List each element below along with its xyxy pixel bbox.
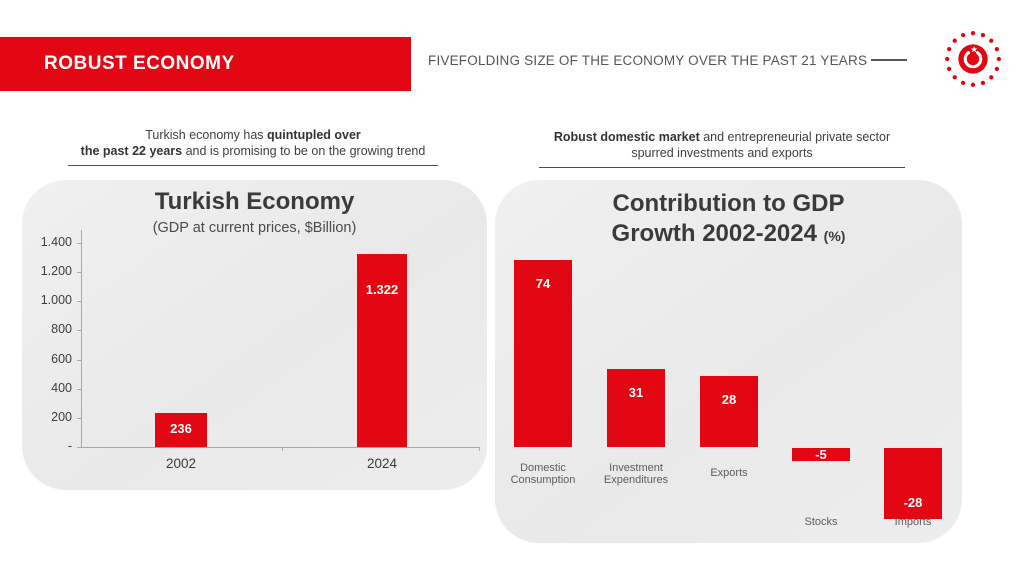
turkish-economy-chart-card: Turkish Economy (GDP at current prices, … xyxy=(22,180,487,490)
category-label: Exports xyxy=(674,467,784,479)
category-label-line: Exports xyxy=(710,467,748,479)
y-axis-tick-label: 600 xyxy=(51,351,72,366)
category-label-line: Domestic xyxy=(520,462,566,474)
y-axis-line xyxy=(81,230,82,447)
bar-2024 xyxy=(357,254,407,447)
y-axis-tick xyxy=(77,447,81,448)
caption-text-bold: the past 22 years xyxy=(80,144,183,158)
bar-value-label: -28 xyxy=(903,495,923,510)
x-axis-tick xyxy=(282,447,283,451)
bar-exports xyxy=(700,376,758,447)
caption-underline xyxy=(68,165,438,166)
chart-title-line2: Growth 2002-2024 (%) xyxy=(495,220,962,248)
title-banner: ROBUST ECONOMY xyxy=(0,37,411,91)
y-axis-tick-label: 800 xyxy=(51,322,72,337)
left-chart-caption: Turkish economy has quintupled over the … xyxy=(63,127,443,166)
y-axis-tick xyxy=(77,243,81,244)
category-label: 2002 xyxy=(165,456,197,471)
y-axis-tick xyxy=(77,272,81,274)
bar-domestic-consumption xyxy=(514,260,572,447)
chart-title-line1: Contribution to GDP xyxy=(612,190,845,217)
chart-subtitle: (GDP at current prices, $Billion) xyxy=(152,220,357,236)
caption-text: and entrepreneurial private sector xyxy=(699,130,891,144)
category-label: 2024 xyxy=(366,456,398,471)
chart-title-line2-text: Growth 2002-2024 xyxy=(611,220,817,247)
caption-line: Turkish economy has quintupled over xyxy=(63,127,443,143)
chart-title-unit: (%) xyxy=(823,228,846,244)
right-chart-caption: Robust domestic market and entrepreneuri… xyxy=(532,129,912,168)
caption-text-bold: quintupled over xyxy=(267,128,361,142)
gdp-contribution-chart-card: Contribution to GDP Growth 2002-2024 (%)… xyxy=(495,180,962,543)
caption-text: spurred investments and exports xyxy=(631,146,813,160)
y-axis-tick xyxy=(77,417,81,419)
bar-2002 xyxy=(155,412,207,447)
category-label-line: Imports xyxy=(894,516,932,528)
y-axis-tick-label: 1.400 xyxy=(40,235,72,249)
y-axis-tick xyxy=(77,301,81,303)
y-axis-tick xyxy=(77,388,81,390)
bar-value-label: 236 xyxy=(170,420,192,436)
y-axis-tick-label: 400 xyxy=(51,380,72,395)
category-label: Investment Expenditures xyxy=(581,462,691,486)
heading-rule xyxy=(871,59,908,61)
header-subtitle: FIVEFOLDING SIZE OF THE ECONOMY OVER THE… xyxy=(428,46,908,74)
caption-line: the past 22 years and is promising to be… xyxy=(63,143,443,159)
bar-value-label: -5 xyxy=(815,446,827,462)
chart-title: Turkish Economy xyxy=(154,188,355,215)
bar-value-label: 28 xyxy=(721,392,737,407)
bar-imports xyxy=(884,448,942,519)
header-subtitle-text: FIVEFOLDING SIZE OF THE ECONOMY OVER THE… xyxy=(428,52,868,68)
bar-value-label: 31 xyxy=(628,385,644,400)
y-axis-tick-label: - xyxy=(67,439,72,453)
caption-text-bold: Robust domestic market xyxy=(553,130,700,144)
y-axis-tick-label: 1.000 xyxy=(40,293,72,308)
bar-value-label: 74 xyxy=(535,276,551,291)
category-label: Stocks xyxy=(766,516,876,528)
turkish-economy-plot: 1.400 1.200 1.000 800 600 400 200 - 236 2002 1.322… xyxy=(22,180,487,490)
bar-value-label: 1.322 xyxy=(365,282,399,298)
y-axis-tick xyxy=(77,359,81,361)
x-axis-line xyxy=(81,447,480,448)
caption-text: Turkish economy has xyxy=(145,128,268,142)
page-title: ROBUST ECONOMY xyxy=(44,53,235,74)
caption-text: and is promising to be on the growing tr… xyxy=(182,144,426,158)
category-label: Imports xyxy=(858,516,968,528)
bar-investment-expenditures xyxy=(607,369,665,447)
caption-line: spurred investments and exports xyxy=(532,145,912,161)
caption-line: Robust domestic market and entrepreneuri… xyxy=(532,129,912,145)
caption-underline xyxy=(539,167,905,168)
y-axis-tick xyxy=(77,330,81,332)
y-axis-tick-label: 200 xyxy=(51,409,72,424)
category-label-line: Stocks xyxy=(804,516,838,528)
category-label: Domestic Consumption xyxy=(488,462,598,486)
invest-office-logo-icon xyxy=(944,30,1002,88)
y-axis-tick-label: 1.200 xyxy=(40,264,72,279)
gdp-contribution-plot: 74 Domestic Consumption 31 Investment Expendi… xyxy=(495,180,962,543)
category-label-line: Investment xyxy=(609,462,663,474)
category-label-line: Expenditures xyxy=(603,474,669,486)
bar-stocks xyxy=(792,448,850,461)
category-label-line: Consumption xyxy=(510,474,576,486)
x-axis-tick xyxy=(479,447,480,451)
